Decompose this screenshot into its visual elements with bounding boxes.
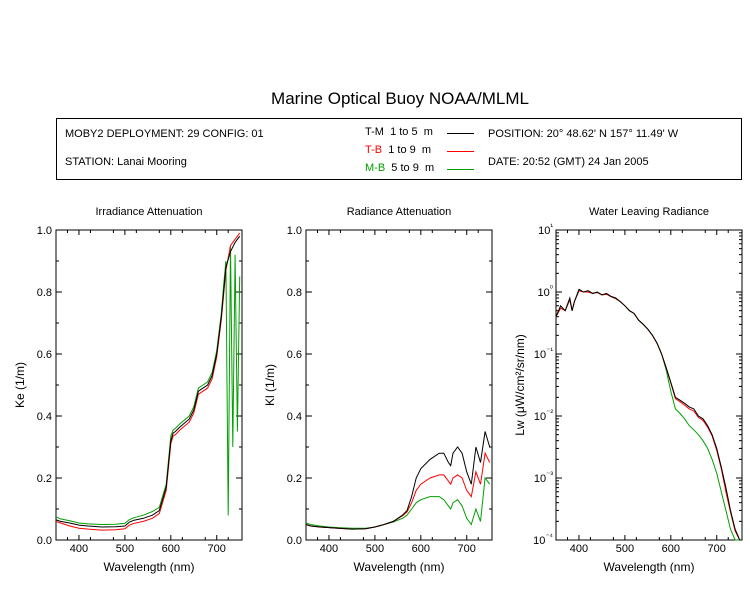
x-tick-label: 500 <box>116 543 134 555</box>
y-tick-label: 10¹ <box>538 222 553 237</box>
x-tick-label: 400 <box>70 543 88 555</box>
series-line-t-m <box>55 235 241 528</box>
legend-range: 1 to 9 <box>388 144 416 156</box>
y-tick-label: 10⁰ <box>538 284 553 299</box>
position-text: POSITION: 20° 48.62' N 157° 11.49' W <box>488 128 679 140</box>
series-line-t-m <box>305 431 491 530</box>
y-tick-label: 0.4 <box>287 411 302 423</box>
x-axis-label: Wavelength (nm) <box>604 560 695 574</box>
y-tick-label: 0.2 <box>287 473 302 485</box>
y-axis-label: Lw (μW/cm²/sr/nm) <box>513 334 527 436</box>
deployment-text: MOBY2 DEPLOYMENT: 29 CONFIG: 01 <box>65 128 264 140</box>
plot-frame <box>555 229 743 541</box>
legend-line-tb <box>447 151 474 152</box>
legend-line-mb <box>447 169 474 170</box>
legend-unit: m <box>421 144 432 156</box>
y-tick-label: 0.2 <box>37 473 52 485</box>
legend-item-tb: T-B 1 to 9 m <box>365 144 431 156</box>
legend-item-mb: M-B 5 to 9 m <box>365 162 434 174</box>
y-tick-label: 0.0 <box>287 535 302 547</box>
y-tick-label: 10⁻³ <box>534 470 553 485</box>
legend-code: T-M <box>365 126 384 138</box>
x-tick-label: 500 <box>366 543 384 555</box>
y-tick-label: 0.6 <box>37 349 52 361</box>
chart-title: Irradiance Attenuation <box>95 206 202 218</box>
x-tick-label: 400 <box>570 543 588 555</box>
x-tick-label: 600 <box>662 543 680 555</box>
legend-range: 1 to 5 <box>390 126 418 138</box>
x-tick-label: 500 <box>616 543 634 555</box>
legend-unit: m <box>423 126 433 138</box>
legend-code: M-B <box>365 162 386 174</box>
x-axis-label: Wavelength (nm) <box>104 560 195 574</box>
series-line-t-b <box>55 232 241 531</box>
y-tick-label: 10⁻¹ <box>534 346 553 361</box>
y-tick-label: 0.4 <box>37 411 52 423</box>
station-text: STATION: Lanai Mooring <box>65 156 187 168</box>
x-axis-label: Wavelength (nm) <box>354 560 445 574</box>
x-tick-label: 700 <box>208 543 226 555</box>
info-box: MOBY2 DEPLOYMENT: 29 CONFIG: 01 STATION:… <box>56 118 742 180</box>
legend-item-tm: T-M 1 to 5 m <box>365 126 433 138</box>
y-axis-label: Kl (1/m) <box>263 364 277 406</box>
series-line-m-b <box>555 290 740 541</box>
series-line-m-b <box>305 476 491 529</box>
legend-unit: m <box>424 162 435 174</box>
series-line-t-m <box>555 288 741 541</box>
y-axis-label: Ke (1/m) <box>13 362 27 408</box>
x-tick-label: 600 <box>412 543 430 555</box>
x-tick-label: 600 <box>162 543 180 555</box>
y-tick-label: 0.6 <box>287 349 302 361</box>
plot-frame <box>55 229 243 541</box>
chart-title: Radiance Attenuation <box>347 206 452 218</box>
legend-line-tm <box>447 133 474 134</box>
legend-code: T-B <box>365 144 383 156</box>
page-title: Marine Optical Buoy NOAA/MLML <box>271 89 529 108</box>
x-tick-label: 700 <box>708 543 726 555</box>
series-line-t-b <box>555 290 741 541</box>
x-tick-label: 400 <box>320 543 338 555</box>
legend-range: 5 to 9 <box>391 162 419 174</box>
y-tick-label: 0.0 <box>37 535 52 547</box>
y-tick-label: 10⁻⁴ <box>533 532 553 547</box>
plot-frame <box>305 229 493 541</box>
date-text: DATE: 20:52 (GMT) 24 Jan 2005 <box>488 156 649 168</box>
y-tick-label: 0.8 <box>287 287 302 299</box>
chart-title: Water Leaving Radiance <box>589 206 709 218</box>
y-tick-label: 10⁻² <box>534 408 553 423</box>
y-tick-label: 1.0 <box>37 225 52 237</box>
y-tick-label: 1.0 <box>287 225 302 237</box>
x-tick-label: 700 <box>458 543 476 555</box>
y-tick-label: 0.8 <box>37 287 52 299</box>
series-line-m-b <box>55 245 241 526</box>
